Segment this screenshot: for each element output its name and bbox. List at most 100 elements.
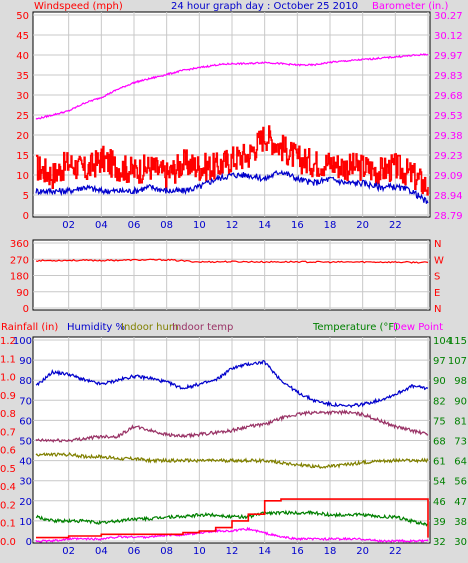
chart-title: 24 hour graph day : October 25 2010 [171,1,358,12]
humidity-series-line [35,359,429,409]
x-tick-label: 14 [258,220,271,231]
windspeed-tick-label: 10 [16,171,29,182]
x-tick-label: 18 [324,546,337,557]
humidity-tick-label: 20 [19,497,32,508]
windspeed-axis-label: Windspeed (mph) [34,1,123,12]
barometer-tick-label: 29.68 [434,91,463,102]
humidity-tick-label: 90 [19,356,32,367]
windspeed-tick-label: 40 [16,51,29,62]
barometer-tick-label: 29.09 [434,171,463,182]
temperature-tick-label: 75 [433,416,446,427]
temperature-tick-label: 97 [433,356,446,367]
rainfall-tick-label: 0.0 [0,537,16,548]
x-tick-label: 02 [62,546,75,557]
rainfall-tick-label: 0.2 [0,500,16,511]
x-tick-label: 20 [356,546,369,557]
x-tick-label: 22 [389,220,402,231]
temperature-tick-label: 39 [433,517,446,528]
direction-tick-label: 360 [10,239,29,250]
temperature-outer-tick-label: 98 [454,376,467,387]
indoor-temp-legend: Indoor temp [172,322,233,333]
temperature-outer-tick-label: 47 [454,497,467,508]
x-tick-label: 18 [324,220,337,231]
windspeed-tick-label: 35 [16,71,29,82]
temperature-tick-label: 104 [433,336,452,347]
windspeed-tick-label: 0 [23,211,29,222]
barometer-tick-label: 30.12 [434,31,463,42]
temperature-series-line [35,509,429,527]
barometer-tick-label: 30.27 [434,11,463,22]
x-tick-label: 04 [95,546,108,557]
x-tick-label: 06 [128,546,141,557]
indoor-hum-legend: Indoor hum [121,322,179,333]
windspeed-tick-label: 45 [16,31,29,42]
x-tick-label: 14 [258,546,271,557]
windspeed-tick-label: 20 [16,131,29,142]
compass-tick-label: N [434,304,441,315]
x-tick-label: 16 [291,546,304,557]
windspeed-tick-label: 30 [16,91,29,102]
dew-point-legend: Dew Point [393,322,443,333]
barometer-tick-label: 29.97 [434,51,463,62]
temperature-outer-tick-label: 107 [448,356,467,367]
x-tick-label: 08 [160,546,173,557]
temperature-tick-label: 54 [433,477,446,488]
x-tick-label: 22 [389,546,402,557]
temperature-outer-tick-label: 64 [454,457,467,468]
wind-series-line [36,125,429,196]
rainfall-tick-label: 0.1 [0,519,16,530]
rainfall-tick-label: 0.6 [0,446,16,457]
gust-series-line [35,169,429,204]
humidity-tick-label: 40 [19,457,32,468]
x-tick-label: 04 [95,220,108,231]
barometer-tick-label: 28.79 [434,211,463,222]
dew_point-series-line [35,526,429,544]
temperature-tick-label: 61 [433,457,446,468]
humidity-tick-label: 100 [13,336,32,347]
x-tick-label: 02 [62,220,75,231]
humidity-tick-label: 10 [19,517,32,528]
barometer-tick-label: 29.83 [434,71,463,82]
rainfall-axis-label: Rainfall (in) [1,322,58,333]
temperature-axis-label: Temperature (°F) [312,322,398,333]
direction-tick-label: 180 [10,272,29,283]
temperature-tick-label: 32 [433,537,446,548]
direction-tick-label: 90 [16,288,29,299]
humidity-tick-label: 30 [19,477,32,488]
rainfall-tick-label: 0.7 [0,427,16,438]
windspeed-tick-label: 15 [16,151,29,162]
humidity-tick-label: 0 [26,537,32,548]
direction-series-line [35,258,429,264]
rainfall-tick-label: 1.0 [0,373,16,384]
barometer-tick-label: 29.23 [434,151,463,162]
humidity-tick-label: 60 [19,416,32,427]
temperature-tick-label: 90 [433,376,446,387]
x-tick-label: 12 [226,220,239,231]
temperature-tick-label: 46 [433,497,446,508]
barometer-tick-label: 28.94 [434,191,463,202]
temperature-outer-tick-label: 81 [454,416,467,427]
humidity-tick-label: 50 [19,437,32,448]
temperature-outer-tick-label: 73 [454,437,467,448]
barometer-tick-label: 29.38 [434,131,463,142]
temperature-outer-tick-label: 115 [448,336,467,347]
barometer-axis-label: Barometer (in.) [372,1,448,12]
temperature-tick-label: 68 [433,437,446,448]
rainfall-tick-label: 1.1 [0,354,16,365]
x-tick-label: 06 [128,220,141,231]
humidity-tick-label: 80 [19,376,32,387]
indoor_hum-series-line [35,452,429,470]
temperature-outer-tick-label: 38 [454,517,467,528]
compass-tick-label: E [434,288,440,299]
rainfall-tick-label: 0.5 [0,464,16,475]
temperature-outer-tick-label: 56 [454,477,467,488]
humidity-tick-label: 70 [19,396,32,407]
rainfall-tick-label: 0.4 [0,482,16,493]
windspeed-tick-label: 25 [16,111,29,122]
temperature-tick-label: 82 [433,396,446,407]
x-tick-label: 08 [160,220,173,231]
rainfall-tick-label: 0.9 [0,391,16,402]
compass-tick-label: W [434,255,444,266]
